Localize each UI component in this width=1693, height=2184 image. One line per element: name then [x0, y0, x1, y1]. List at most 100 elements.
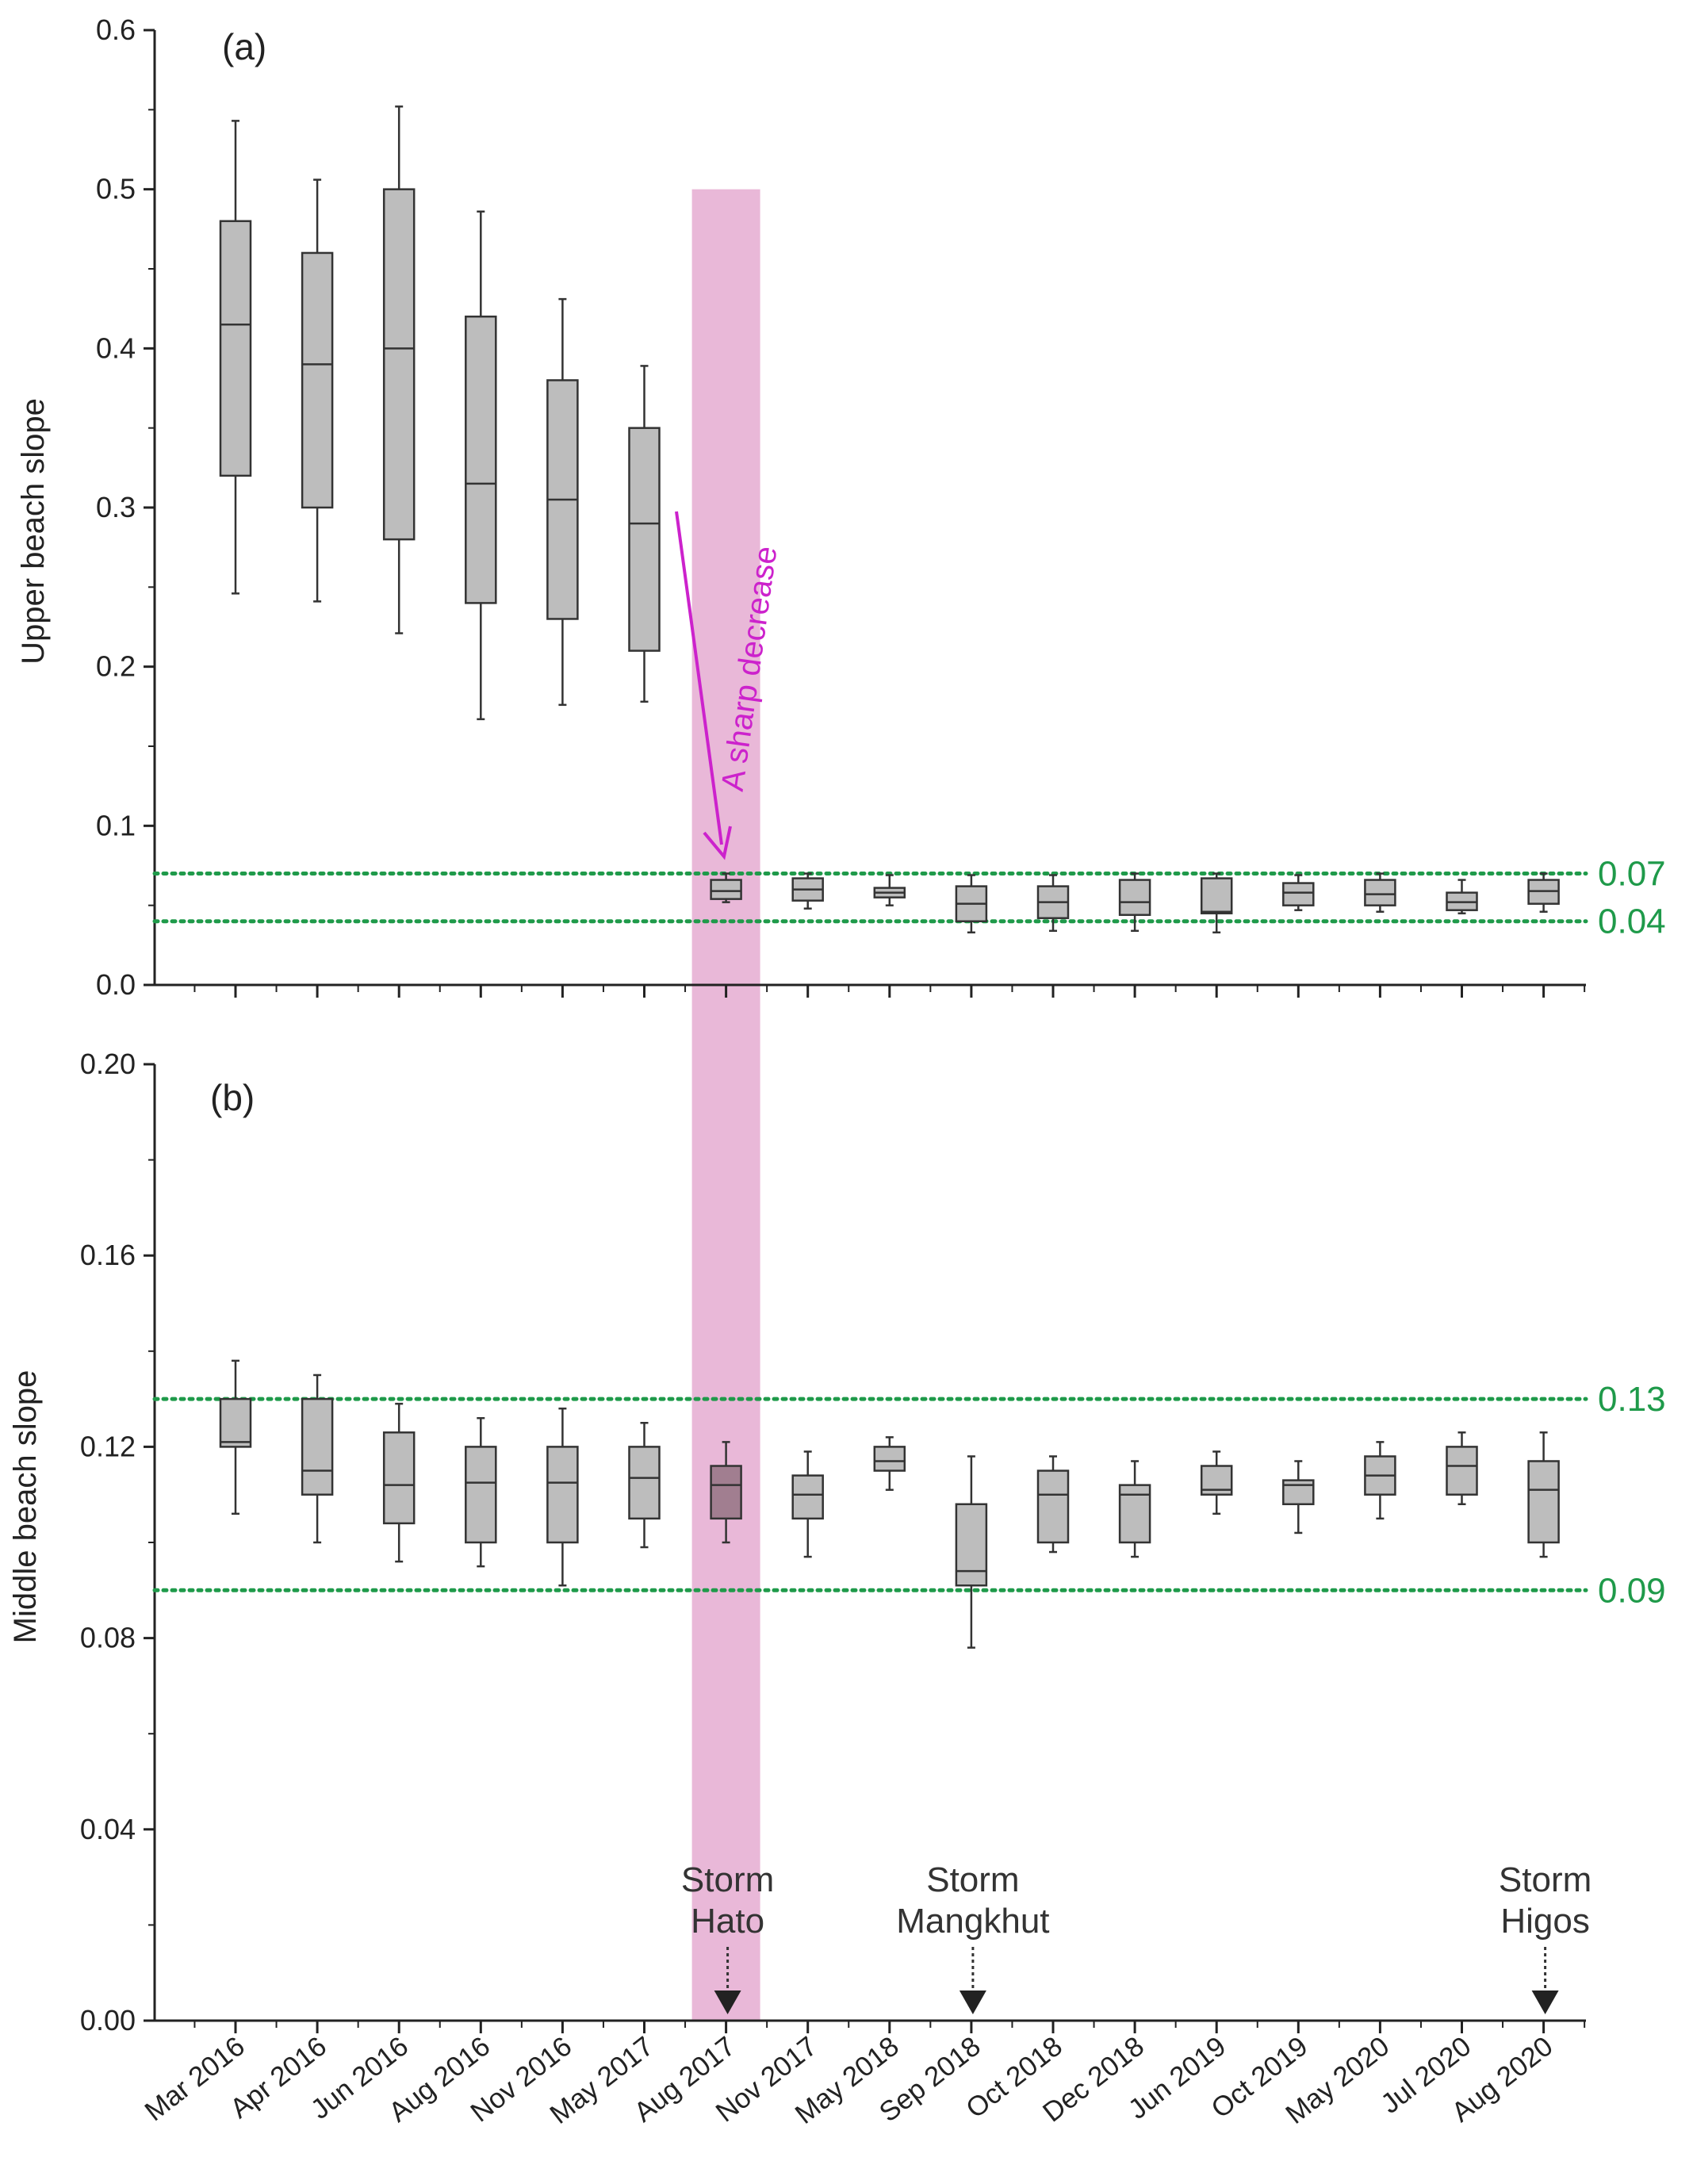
panel-b-reference-lines: 0.13 0.09	[152, 1380, 1666, 1610]
iqr-box	[465, 315, 497, 604]
storm-label-line2: Hato	[691, 1902, 764, 1941]
box-jul-2020	[1446, 1431, 1478, 1506]
box-nov-2017	[791, 1450, 824, 1558]
storm-label-line2: Higos	[1500, 1902, 1590, 1941]
iqr-box	[1036, 1469, 1070, 1544]
iqr-box	[791, 1474, 824, 1520]
storm-label-line1: Storm	[681, 1860, 774, 1899]
y-tick-label: 0.2	[96, 650, 136, 683]
panel-a-axes: 0.0 0.1 0.2 0.3 0.4 0.5 0.6	[96, 13, 1586, 1001]
storm-label-line2: Mangkhut	[896, 1902, 1049, 1941]
iqr-box	[628, 427, 661, 652]
y-tick-label: 0.3	[96, 491, 136, 523]
storm-arrowhead	[1531, 1991, 1559, 2014]
box-jul-2020	[1446, 879, 1478, 914]
storm-arrowhead	[714, 1991, 741, 2014]
y-tick-label: 0.4	[96, 331, 136, 364]
box-aug-2017	[710, 872, 742, 903]
reference-label-0.13: 0.13	[1598, 1380, 1666, 1419]
storm-label-line1: Storm	[1499, 1860, 1591, 1899]
box-aug-2020	[1527, 1431, 1560, 1558]
y-tick-label: 0.00	[80, 2004, 136, 2036]
box-nov-2016	[546, 297, 579, 707]
iqr-box	[219, 1397, 252, 1448]
iqr-box	[382, 188, 416, 541]
panel-b: (b) Middle beach slope 0.000.040.080.120…	[8, 1048, 1666, 2036]
box-oct-2019	[1282, 874, 1315, 911]
y-tick-label: 0.1	[96, 809, 136, 841]
iqr-box	[1364, 879, 1396, 906]
box-mar-2016	[219, 120, 252, 595]
y-tick-label: 0.20	[80, 1048, 136, 1080]
iqr-box	[1446, 1446, 1478, 1496]
box-jun-2016	[382, 105, 416, 634]
iqr-box	[1118, 879, 1151, 916]
panel-a-reference-lines: 0.07 0.04	[152, 855, 1666, 941]
iqr-box	[710, 879, 742, 900]
iqr-box	[219, 220, 252, 477]
box-apr-2016	[301, 1374, 334, 1544]
box-sep-2018	[955, 1455, 988, 1649]
iqr-box	[628, 1446, 661, 1520]
y-tick-label: 0.16	[80, 1239, 136, 1271]
panel-b-boxes	[219, 1359, 1560, 1649]
reference-label-0.04: 0.04	[1598, 902, 1666, 941]
panel-a-y-axis-title: Upper beach slope	[16, 398, 51, 665]
panel-b-label: (b)	[210, 1077, 255, 1118]
reference-label-0.09: 0.09	[1598, 1571, 1666, 1610]
box-dec-2018	[1118, 872, 1151, 933]
box-sep-2018	[955, 874, 988, 934]
box-aug-2020	[1527, 872, 1560, 913]
annotation-arrow-shaft	[675, 511, 723, 845]
box-may-2020	[1364, 1441, 1396, 1520]
iqr-box	[301, 251, 334, 509]
y-tick-label: 0.0	[96, 968, 136, 1001]
highlight-band-aug-2017	[691, 189, 760, 2021]
box-mar-2016	[219, 1359, 252, 1515]
iqr-box	[382, 1431, 416, 1525]
iqr-box	[546, 1446, 579, 1544]
reference-label-0.07: 0.07	[1598, 855, 1666, 894]
box-may-2018	[873, 874, 906, 906]
storm-label-line1: Storm	[926, 1860, 1019, 1899]
box-may-2017	[628, 1422, 661, 1549]
box-apr-2016	[301, 178, 334, 603]
box-may-2017	[628, 365, 661, 703]
box-nov-2017	[791, 872, 824, 910]
iqr-box	[1527, 1460, 1560, 1544]
box-aug-2017	[710, 1441, 742, 1544]
iqr-box	[301, 1397, 334, 1496]
y-tick-label: 0.08	[80, 1622, 136, 1654]
box-dec-2018	[1118, 1460, 1151, 1558]
annotation-arrowhead	[703, 826, 732, 860]
box-jun-2019	[1200, 872, 1233, 934]
panel-a-boxes	[219, 105, 1560, 934]
box-oct-2019	[1282, 1460, 1315, 1535]
box-aug-2016	[465, 210, 497, 721]
panel-b-y-axis-title: Middle beach slope	[8, 1370, 43, 1644]
highlight-band-layer	[691, 189, 760, 2021]
storm-arrowhead	[959, 1991, 986, 2014]
iqr-box	[1200, 877, 1233, 914]
y-tick-label: 0.5	[96, 173, 136, 205]
iqr-box	[1282, 1479, 1315, 1506]
box-aug-2016	[465, 1416, 497, 1568]
y-tick-label: 0.6	[96, 13, 136, 46]
iqr-box	[710, 1465, 742, 1520]
iqr-box	[873, 1446, 906, 1472]
box-nov-2016	[546, 1407, 579, 1587]
panel-a: (a) Upper beach slope 0.0 0.1 0.2 0.3 0.4 0.5…	[16, 13, 1666, 1001]
panel-b-axes: 0.00 0.04 0.08 0.12 0.16 0.20	[80, 1048, 1586, 2036]
box-may-2018	[873, 1436, 906, 1491]
iqr-box	[955, 1503, 988, 1587]
box-oct-2018	[1036, 874, 1070, 933]
box-jun-2016	[382, 1402, 416, 1563]
iqr-box	[465, 1446, 497, 1544]
iqr-box	[1282, 882, 1315, 906]
panel-a-label: (a)	[222, 26, 266, 67]
